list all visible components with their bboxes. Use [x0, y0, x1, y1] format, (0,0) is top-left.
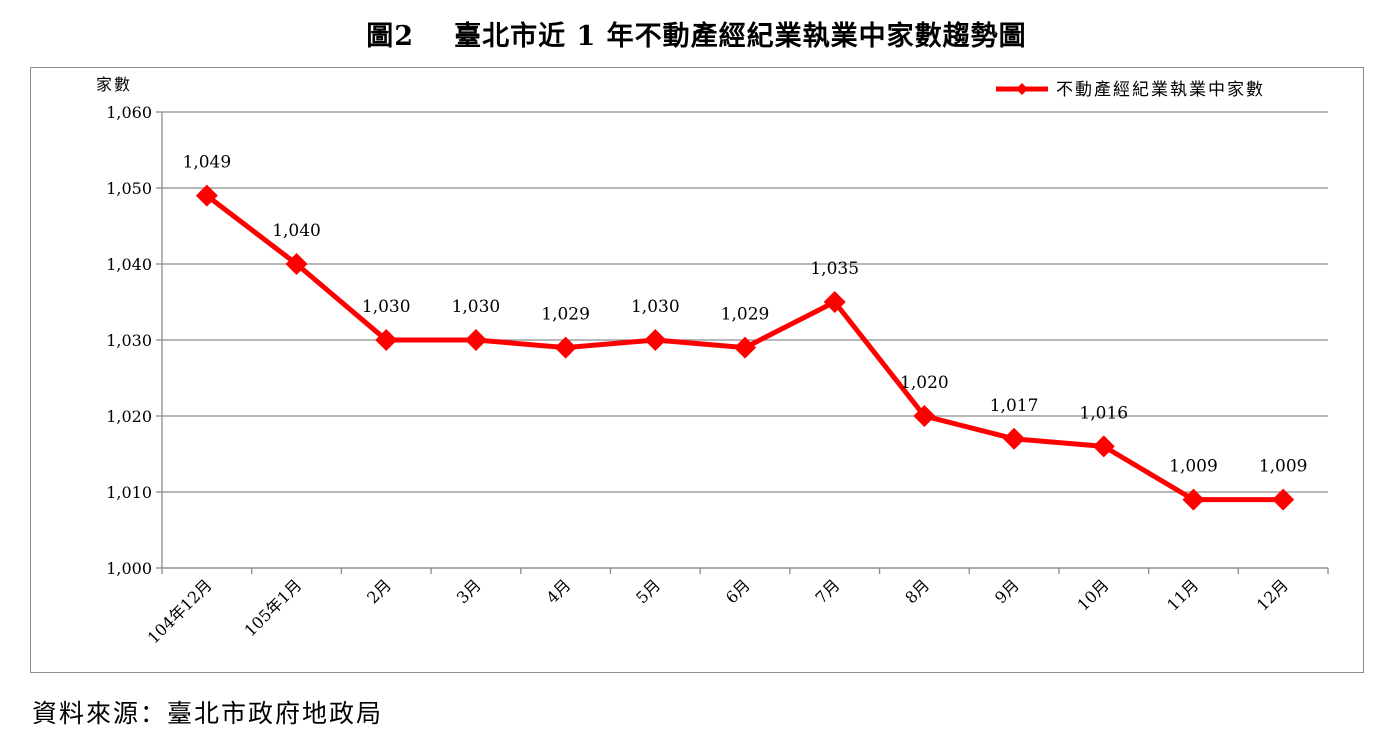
- x-tick-label: 6月: [722, 575, 754, 607]
- x-tick-label: 4月: [542, 575, 574, 607]
- data-point-marker: [644, 329, 667, 351]
- data-label: 1,020: [900, 373, 949, 393]
- y-tick-label: 1,030: [106, 331, 152, 350]
- data-label: 1,035: [810, 259, 859, 279]
- legend-label: 不動產經紀業執業中家數: [1056, 80, 1265, 100]
- legend-marker: [1016, 83, 1028, 95]
- data-label: 1,017: [990, 396, 1039, 416]
- data-point-marker: [734, 336, 756, 359]
- x-tick-label: 8月: [901, 575, 933, 607]
- data-label: 1,030: [362, 297, 411, 317]
- data-label: 1,030: [631, 297, 680, 317]
- data-point-marker: [823, 291, 846, 313]
- y-tick-label: 1,060: [106, 103, 152, 122]
- x-tick-label: 104年12月: [144, 575, 216, 647]
- chart-frame: [30, 67, 1364, 673]
- data-label: 1,016: [1079, 403, 1128, 423]
- y-tick-label: 1,050: [106, 179, 152, 198]
- data-point-marker: [1182, 488, 1205, 511]
- y-tick-label: 1,020: [106, 407, 152, 426]
- data-point-marker: [913, 405, 936, 427]
- figure-number: 圖2: [366, 21, 415, 52]
- title-text: 臺北市近 1 年不動產經紀業執業中家數趨勢圖: [454, 21, 1027, 52]
- y-tick-label: 1,000: [106, 559, 152, 578]
- data-point-marker: [195, 184, 218, 207]
- data-label: 1,029: [541, 305, 590, 325]
- data-point-marker: [1003, 427, 1026, 450]
- x-tick-label: 105年1月: [241, 575, 306, 640]
- y-axis-label: 家數: [96, 75, 132, 94]
- data-point-marker: [464, 329, 487, 351]
- data-label: 1,040: [272, 221, 321, 241]
- data-label: 1,030: [452, 297, 501, 317]
- source-note: 資料來源：臺北市政府地政局: [32, 699, 384, 728]
- x-tick-label: 5月: [632, 575, 664, 607]
- data-label: 1,029: [721, 305, 770, 325]
- y-tick-label: 1,040: [106, 255, 152, 274]
- data-label: 1,049: [183, 153, 232, 173]
- x-tick-label: 11月: [1163, 575, 1202, 614]
- data-point-marker: [375, 329, 398, 351]
- x-tick-label: 10月: [1073, 575, 1112, 614]
- x-tick-label: 12月: [1253, 575, 1292, 614]
- data-point-marker: [1272, 488, 1295, 511]
- chart-title: 圖2 臺北市近 1 年不動產經紀業執業中家數趨勢圖: [0, 14, 1393, 53]
- data-label: 1,009: [1259, 457, 1308, 477]
- data-label: 1,009: [1169, 457, 1218, 477]
- data-point-marker: [285, 253, 308, 275]
- x-tick-label: 7月: [812, 575, 844, 607]
- data-point-marker: [1092, 435, 1115, 458]
- x-tick-label: 9月: [991, 575, 1023, 607]
- data-point-marker: [554, 336, 577, 359]
- x-tick-label: 2月: [363, 575, 395, 607]
- y-tick-label: 1,010: [106, 483, 152, 502]
- x-tick-label: 3月: [453, 575, 485, 607]
